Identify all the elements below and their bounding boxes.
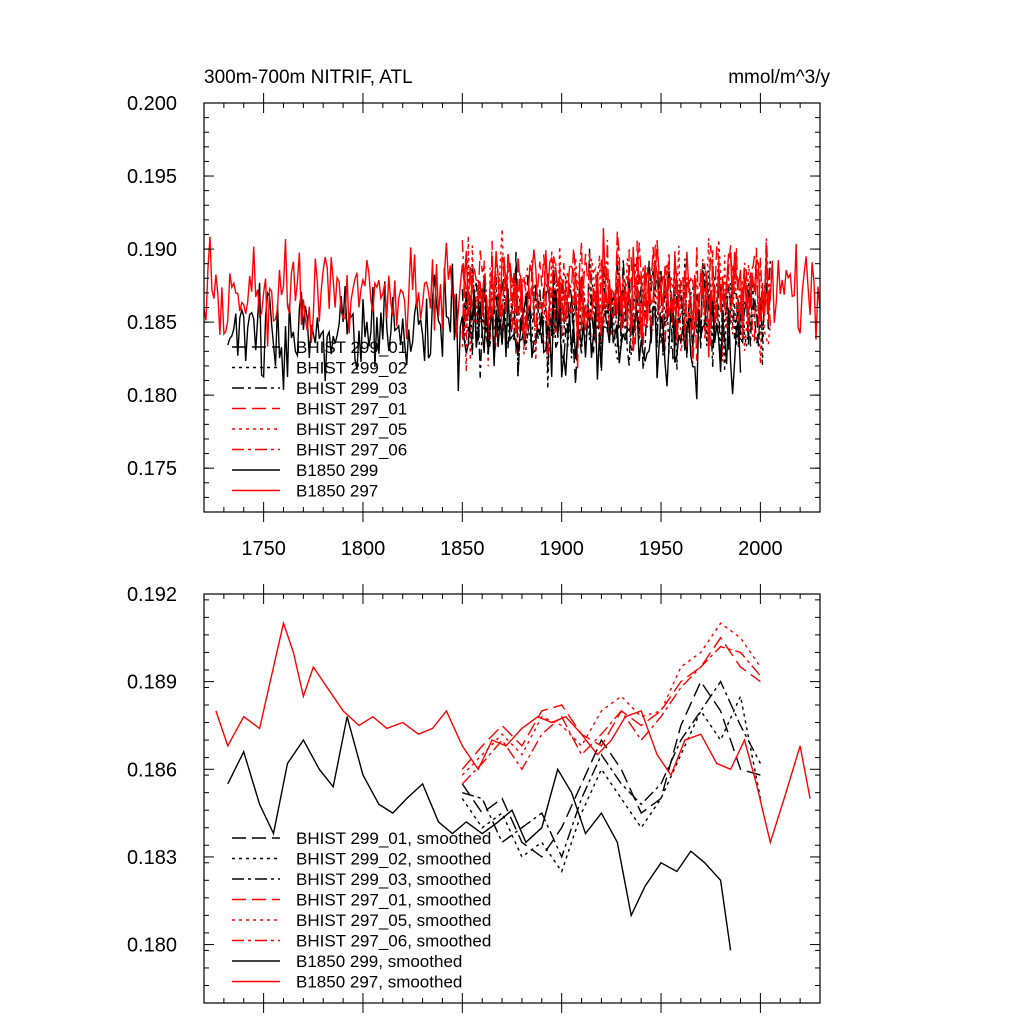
legend-label: BHIST 299_01, smoothed — [296, 829, 491, 848]
legend-label: BHIST 299_02, smoothed — [296, 850, 491, 869]
legend-label: BHIST 299_03, smoothed — [296, 870, 491, 889]
legend-label: B1850 297, smoothed — [296, 973, 462, 992]
axis-ticks: 0.180 0.183 0.186 0.189 0.192 — [127, 584, 821, 1013]
x-tick-label: 1900 — [539, 538, 584, 560]
series-line — [461, 256, 771, 389]
y-tick-label: 0.180 — [127, 385, 177, 407]
y-tick-label: 0.175 — [127, 458, 177, 480]
series-line — [461, 694, 762, 874]
series-group — [203, 227, 821, 400]
y-tick-label: 0.186 — [127, 759, 177, 781]
series-line — [227, 716, 732, 951]
series-line — [227, 263, 742, 400]
y-tick-label: 0.192 — [127, 584, 177, 606]
y-tick-label: 0.183 — [127, 847, 177, 869]
series-line — [203, 227, 821, 358]
series-line — [215, 620, 811, 845]
legend-label: BHIST 297_06, smoothed — [296, 932, 491, 951]
legend-label: BHIST 297_05 — [296, 420, 407, 439]
y-tick-label: 0.180 — [127, 935, 177, 957]
bottom-panel: BHIST 299_01, smoothed BHIST 299_02, smoo… — [127, 584, 821, 1013]
chart-units: mmol/m^3/y — [728, 67, 830, 88]
series-line — [461, 636, 761, 770]
top-panel: 300m-700m NITRIF, ATL mmol/m^3/y BHIST 2… — [127, 67, 831, 560]
legend-label: BHIST 297_01 — [296, 400, 407, 419]
x-tick-label: 1850 — [440, 538, 485, 560]
legend-label: BHIST 299_03 — [296, 379, 407, 398]
x-tick-label: 1750 — [241, 538, 286, 560]
series-line — [462, 680, 762, 859]
x-tick-label: 1950 — [639, 538, 684, 560]
legend-label: BHIST 299_02 — [296, 359, 407, 378]
axis-ticks: 1750 1800 1850 1900 1950 2000 0.175 0.180 0.185 0… — [127, 93, 821, 560]
legend-label: BHIST 297_06 — [296, 441, 407, 460]
legend-label: BHIST 297_01, smoothed — [296, 891, 491, 910]
series-group — [215, 620, 811, 951]
legend: BHIST 299_01, smoothed BHIST 299_02, smoo… — [232, 829, 491, 992]
y-tick-label: 0.195 — [127, 166, 177, 188]
legend-label: B1850 299 — [296, 461, 378, 480]
y-tick-label: 0.185 — [127, 312, 177, 334]
legend-label: BHIST 299_01 — [296, 338, 407, 357]
y-tick-label: 0.200 — [127, 93, 177, 115]
series-line — [461, 645, 761, 785]
y-tick-label: 0.190 — [127, 239, 177, 261]
plot-frame — [203, 593, 821, 1004]
y-tick-label: 0.189 — [127, 672, 177, 694]
x-tick-label: 2000 — [738, 538, 783, 560]
x-tick-label: 1800 — [341, 538, 386, 560]
series-line — [461, 622, 761, 776]
legend-label: B1850 299, smoothed — [296, 952, 462, 971]
legend-label: B1850 297 — [296, 482, 378, 501]
chart-title: 300m-700m NITRIF, ATL — [204, 67, 413, 88]
legend-label: BHIST 297_05, smoothed — [296, 911, 491, 930]
